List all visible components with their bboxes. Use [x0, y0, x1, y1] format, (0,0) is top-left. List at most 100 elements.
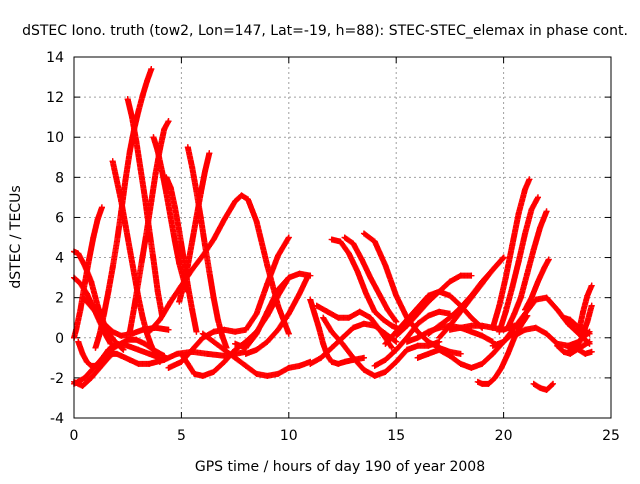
data-point — [124, 342, 131, 349]
data-point — [219, 332, 226, 339]
data-point — [515, 258, 522, 265]
data-point — [468, 272, 475, 279]
data-point — [414, 304, 421, 311]
data-point — [489, 350, 496, 357]
data-point — [253, 370, 260, 377]
data-point — [504, 350, 511, 357]
y-tick-label: 14 — [46, 50, 64, 66]
data-point — [139, 92, 146, 99]
data-point — [479, 280, 486, 287]
data-point — [522, 326, 529, 333]
data-point — [393, 346, 400, 353]
data-point — [296, 270, 303, 277]
data-point — [204, 350, 211, 357]
y-tick-label: 4 — [55, 251, 64, 267]
data-point — [511, 324, 518, 331]
data-point — [96, 364, 103, 371]
data-point — [232, 354, 239, 361]
data-point — [511, 310, 518, 317]
data-point — [504, 324, 511, 331]
data-point — [371, 362, 378, 369]
data-point — [221, 346, 228, 353]
data-point — [457, 272, 464, 279]
data-point — [242, 350, 249, 357]
data-point — [184, 144, 191, 151]
data-point — [144, 226, 151, 233]
data-point — [341, 358, 348, 365]
data-point — [457, 308, 464, 315]
data-point — [199, 330, 206, 337]
data-point — [167, 298, 174, 305]
x-tick-label: 20 — [495, 428, 513, 444]
data-point — [436, 334, 443, 341]
y-tick-label: -2 — [50, 371, 64, 387]
data-point — [356, 308, 363, 315]
data-point — [163, 174, 170, 181]
data-point — [148, 198, 155, 205]
data-point — [98, 204, 105, 211]
data-point — [75, 338, 82, 345]
data-point — [543, 294, 550, 301]
data-point — [425, 330, 432, 337]
data-point — [210, 338, 217, 345]
data-point — [238, 192, 245, 199]
data-point — [545, 256, 552, 263]
data-point — [403, 338, 410, 345]
data-point — [122, 176, 129, 183]
data-point — [446, 278, 453, 285]
data-point — [221, 358, 228, 365]
y-tick-label: -4 — [50, 411, 64, 427]
series-markers — [320, 314, 443, 379]
data-point — [367, 314, 374, 321]
data-point — [79, 350, 86, 357]
data-point — [221, 326, 228, 333]
data-point — [165, 326, 172, 333]
data-point — [515, 210, 522, 217]
data-point — [393, 318, 400, 325]
data-point — [350, 324, 357, 331]
data-series — [71, 66, 595, 393]
data-point — [403, 346, 410, 353]
data-series-46 — [565, 302, 595, 353]
data-point — [214, 316, 221, 323]
data-point — [232, 328, 239, 335]
data-point — [528, 294, 535, 301]
data-point — [468, 294, 475, 301]
data-point — [524, 270, 531, 277]
data-point — [105, 354, 112, 361]
data-point — [81, 374, 88, 381]
data-point — [135, 108, 142, 115]
data-series-26 — [341, 234, 400, 325]
data-point — [335, 314, 342, 321]
data-point — [199, 372, 206, 379]
data-point — [135, 346, 142, 353]
data-point — [425, 338, 432, 345]
data-point — [285, 330, 292, 337]
data-point — [550, 380, 557, 387]
data-point — [565, 344, 572, 351]
data-point — [221, 216, 228, 223]
data-point — [126, 356, 133, 363]
data-point — [500, 254, 507, 261]
data-point — [113, 340, 120, 347]
data-point — [210, 294, 217, 301]
data-point — [275, 326, 282, 333]
data-point — [242, 326, 249, 333]
data-point — [526, 176, 533, 183]
data-series-30 — [393, 272, 475, 339]
data-series-11 — [150, 134, 191, 295]
data-point — [328, 236, 335, 243]
data-point — [146, 360, 153, 367]
data-point — [584, 292, 591, 299]
data-point — [543, 208, 550, 215]
data-point — [457, 350, 464, 357]
data-point — [148, 342, 155, 349]
data-point — [468, 314, 475, 321]
data-point — [318, 354, 325, 361]
data-point — [414, 334, 421, 341]
data-point — [560, 314, 567, 321]
data-point — [131, 270, 138, 277]
data-point — [388, 322, 395, 329]
data-point — [586, 338, 593, 345]
data-point — [479, 380, 486, 387]
